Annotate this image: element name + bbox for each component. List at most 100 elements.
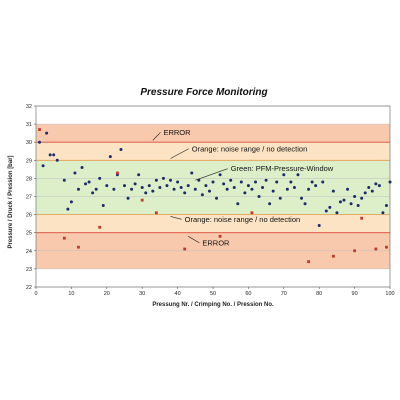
data-point [154,178,158,182]
error-point [250,211,254,215]
data-point [300,196,303,200]
error-point [140,198,144,202]
data-point [108,155,112,159]
data-point [377,184,381,188]
annotation-arrow [170,148,189,159]
data-point [176,180,180,184]
chart-title: Pressure Force Monitoring [140,87,267,98]
y-tick-label: 27 [26,195,32,201]
data-point [310,180,314,184]
data-point [76,187,80,191]
data-point [126,196,130,200]
data-point [363,191,367,195]
data-point [349,202,353,206]
data-point [87,180,91,184]
data-point [48,153,52,157]
y-tick-label: 24 [26,249,32,255]
data-point [73,171,77,175]
data-point [91,191,95,195]
data-point [169,178,173,182]
data-point [271,189,275,193]
data-point [218,173,222,177]
y-tick-label: 30 [26,140,32,146]
data-point [105,184,109,188]
range-band [36,124,390,143]
data-point [69,200,73,204]
y-tick-label: 32 [26,104,32,110]
y-axis: 22 23 24 25 26 27 28 29 30 31 32 [26,104,36,291]
data-point [314,184,318,188]
data-point [367,185,371,189]
data-point [328,205,332,209]
data-point [275,180,279,184]
data-point [353,195,357,198]
x-tick-label: 100 [385,291,394,297]
x-tick-label: 50 [210,291,216,297]
data-point [158,185,162,189]
data-point [215,196,219,200]
data-point [236,202,240,206]
data-point [84,182,88,186]
data-point [388,180,392,184]
data-point [268,202,272,206]
data-point [307,187,311,191]
x-tick-label: 80 [316,291,322,297]
data-point [317,223,321,227]
x-tick-label: 10 [68,291,74,297]
data-point [45,131,49,135]
data-point [225,187,229,191]
data-point [264,178,268,182]
data-point [186,184,190,188]
data-point [200,193,204,197]
data-point [253,180,257,184]
y-tick-label: 26 [26,213,32,219]
data-point [151,189,155,193]
data-point [289,180,293,184]
data-point [211,180,215,184]
data-point [239,180,243,184]
y-tick-label: 23 [26,267,32,273]
data-point [338,200,342,204]
data-point [278,196,282,200]
data-point [335,211,339,215]
error-point [331,254,335,258]
annotation-arrow [152,132,161,141]
x-tick-label: 60 [245,291,251,297]
data-point [370,189,374,193]
data-point [80,166,84,170]
data-point [232,185,236,189]
annotation-label: Orange: noise range / no detection [185,215,301,224]
data-point [321,180,325,184]
x-tick-label: 0 [34,291,37,297]
data-point [285,187,289,191]
data-point [161,176,165,180]
data-point [62,178,66,182]
error-point [374,247,378,251]
data-point [133,182,137,186]
y-tick-label: 29 [26,158,32,164]
data-point [324,209,328,213]
error-point [385,245,388,249]
data-point [66,207,70,211]
data-point [179,185,183,189]
error-point [38,128,41,131]
data-point [52,153,56,157]
annotation-label: ERROR [163,128,191,137]
data-point [193,187,197,191]
limit-line-layer [36,141,390,234]
data-point [165,184,169,188]
data-point [346,187,350,191]
error-point [154,211,158,215]
data-point [140,185,144,189]
band-layer [36,124,390,269]
range-band [36,214,390,233]
error-point [62,236,66,240]
annotation-layer: ERROR Orange: noise range / no detection G… [152,128,334,247]
data-point [147,184,151,188]
annotation-label: Green: PFM-Pressure-Window [231,164,334,173]
data-point [261,185,265,189]
x-axis: 0 10 20 30 40 50 60 70 80 90 100 [34,287,395,297]
y-tick-label: 28 [26,176,32,182]
data-point [207,189,211,193]
